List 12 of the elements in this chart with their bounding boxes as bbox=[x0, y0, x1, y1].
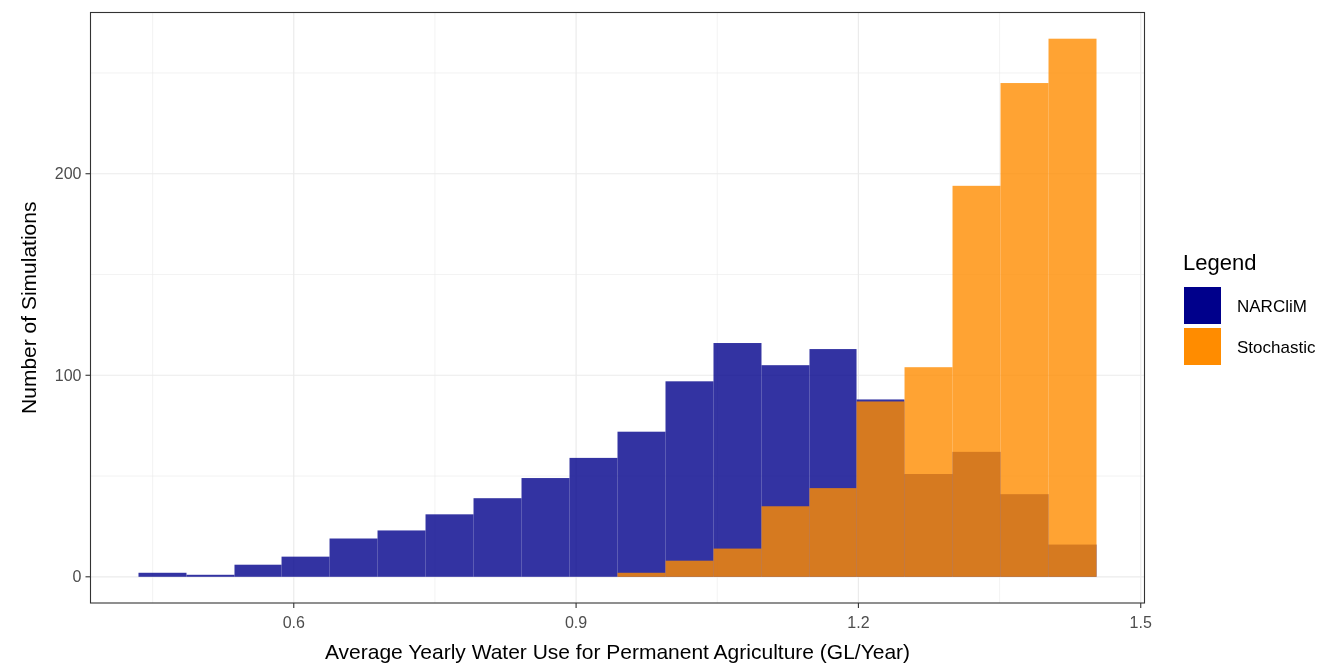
legend-label: NARCliM bbox=[1237, 296, 1307, 315]
y-tick-label: 0 bbox=[72, 568, 82, 586]
x-axis-title: Average Yearly Water Use for Permanent Agriculture (GL/Year) bbox=[324, 640, 911, 663]
y-axis-title: Number of Simulations bbox=[17, 201, 40, 414]
x-tick-label: 0.6 bbox=[282, 614, 305, 631]
x-tick-label: 1.2 bbox=[847, 614, 870, 631]
x-tick-label: 1.5 bbox=[1129, 614, 1152, 631]
legend-label: Stochastic bbox=[1237, 337, 1316, 356]
x-tick-label: 0.9 bbox=[564, 614, 588, 631]
y-tick-label: 200 bbox=[54, 165, 82, 183]
y-tick-label: 100 bbox=[54, 366, 82, 384]
legend-title: Legend bbox=[1183, 250, 1257, 275]
